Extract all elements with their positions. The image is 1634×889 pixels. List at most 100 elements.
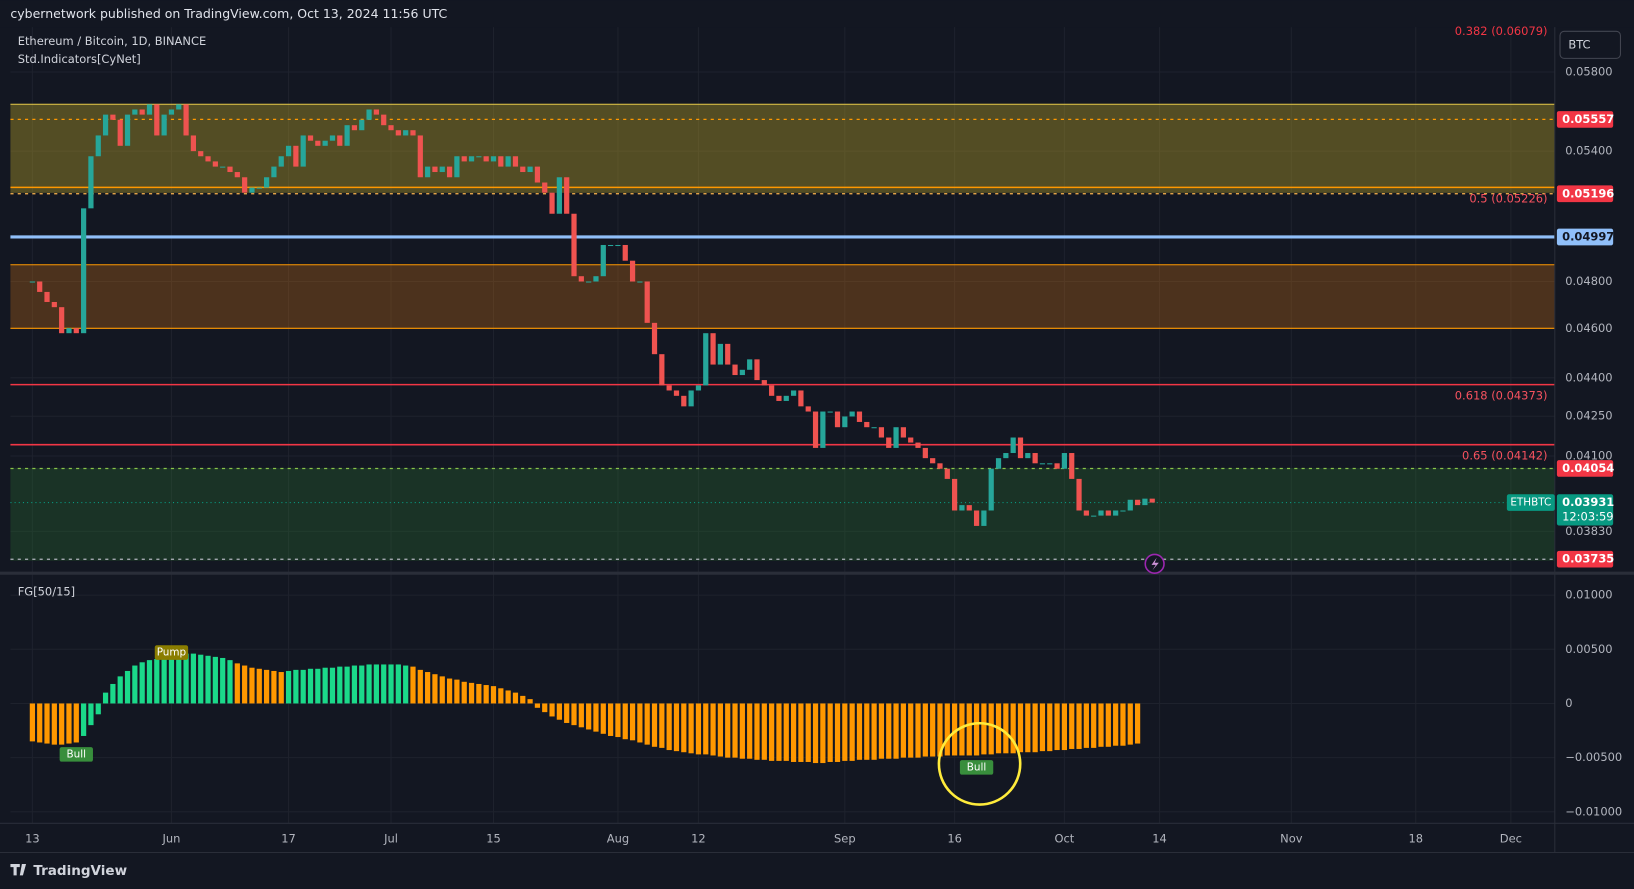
highlight-circle <box>937 721 1022 806</box>
candle <box>95 135 101 157</box>
price-label: 0.04054 <box>1562 461 1614 475</box>
candle <box>359 119 365 131</box>
histogram-bar <box>959 703 965 756</box>
candle <box>198 151 204 157</box>
x-tick-label: Jun <box>161 831 180 845</box>
candle <box>117 119 123 146</box>
candle <box>110 114 116 120</box>
annotation-box <box>154 645 189 660</box>
candle <box>988 468 994 511</box>
histogram-bar <box>878 703 885 759</box>
candle <box>937 463 943 469</box>
y-tick-label: 0.05400 <box>1565 144 1612 158</box>
histogram-bar <box>600 703 606 734</box>
histogram-bar <box>366 664 372 704</box>
candle <box>446 166 453 178</box>
histogram-bar <box>988 703 994 755</box>
candle <box>695 385 702 391</box>
candle <box>783 395 789 401</box>
candle <box>578 276 584 282</box>
y-tick-label: 0.00500 <box>1565 642 1612 656</box>
histogram-bar <box>761 703 767 760</box>
histogram-bar <box>1134 703 1141 744</box>
price-label: 0.03735 <box>1562 552 1614 566</box>
published-text: cybernetwork published on TradingView.co… <box>10 6 447 21</box>
candle <box>952 478 958 511</box>
histogram-bar <box>220 657 226 704</box>
candle <box>1039 463 1046 465</box>
candle <box>1127 499 1133 511</box>
histogram-bar <box>695 703 702 755</box>
candle <box>29 281 35 283</box>
candle <box>842 416 848 428</box>
candle <box>651 322 658 355</box>
y-tick-label: 0.04400 <box>1565 370 1612 384</box>
histogram-bar <box>124 670 131 704</box>
histogram-bar <box>520 695 526 704</box>
candle <box>908 437 914 443</box>
candle <box>900 427 906 438</box>
candle <box>176 104 182 110</box>
candle <box>769 385 775 396</box>
histogram-bar <box>300 669 306 704</box>
candle <box>190 135 197 152</box>
histogram-bar <box>403 665 409 704</box>
candle <box>688 390 694 407</box>
symbol-title: Ethereum / Bitcoin, 1D, BINANCE <box>18 34 206 48</box>
histogram-bar <box>88 703 94 726</box>
candle <box>88 156 94 209</box>
price-label: 0.05196 <box>1562 186 1614 200</box>
histogram-bar <box>190 653 197 704</box>
candle <box>805 406 811 412</box>
y-tick-label: 0 <box>1565 696 1572 710</box>
candle <box>1098 510 1104 516</box>
histogram-bar <box>81 703 87 736</box>
histogram-bar <box>1076 703 1082 749</box>
histogram-bar <box>1091 703 1097 748</box>
candle <box>410 130 416 136</box>
candle <box>637 281 643 283</box>
candle <box>212 161 218 167</box>
candle <box>249 187 255 193</box>
header-bar <box>0 0 1634 28</box>
candle <box>1120 510 1126 512</box>
histogram-bar <box>900 703 906 758</box>
histogram-bar <box>681 703 687 753</box>
histogram-bar <box>490 686 497 704</box>
fib-label: 0.5 (0.05226) <box>1469 191 1547 205</box>
candle <box>432 166 438 173</box>
candle <box>1010 437 1016 454</box>
fib-label: 0.618 (0.04373) <box>1455 389 1548 403</box>
histogram-bar <box>769 703 775 761</box>
candle <box>307 135 314 141</box>
histogram-bar <box>161 656 167 704</box>
candle <box>403 130 409 136</box>
histogram-bar <box>198 654 204 704</box>
candle <box>227 166 233 173</box>
histogram-bar <box>29 703 35 742</box>
price-label-box <box>1556 185 1614 203</box>
histogram-bar <box>593 703 599 732</box>
histogram-bar <box>973 703 980 756</box>
histogram-bar <box>146 660 153 704</box>
histogram-bar <box>922 703 928 757</box>
histogram-bar <box>629 703 636 741</box>
currency-button[interactable] <box>1559 30 1621 59</box>
candle <box>1032 453 1038 464</box>
candle <box>1113 510 1119 516</box>
histogram-bar <box>476 683 482 704</box>
annotation-label: Bull <box>67 748 87 760</box>
histogram-bar <box>820 703 826 764</box>
histogram-bar <box>381 664 387 704</box>
histogram-bar <box>673 703 680 752</box>
histogram-bar <box>542 703 548 713</box>
candle <box>849 411 855 417</box>
candle <box>351 125 358 131</box>
candle <box>1076 478 1082 511</box>
candle <box>1054 463 1060 469</box>
price-label-box <box>1556 550 1614 568</box>
x-tick-label: Dec <box>1500 831 1522 845</box>
candle <box>220 166 226 168</box>
candle <box>608 244 614 247</box>
